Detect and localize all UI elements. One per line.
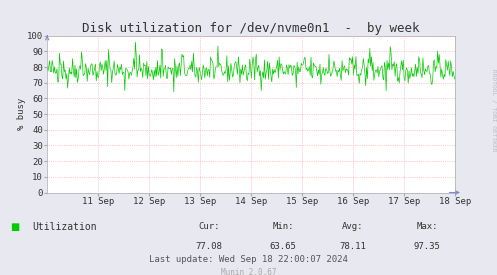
- Text: 78.11: 78.11: [339, 242, 366, 251]
- Text: Avg:: Avg:: [342, 222, 364, 231]
- Text: 97.35: 97.35: [414, 242, 441, 251]
- Text: 77.08: 77.08: [195, 242, 222, 251]
- Text: RRDTOOL / TOBI OETIKER: RRDTOOL / TOBI OETIKER: [491, 69, 496, 151]
- Text: Min:: Min:: [272, 222, 294, 231]
- Text: Last update: Wed Sep 18 22:00:07 2024: Last update: Wed Sep 18 22:00:07 2024: [149, 255, 348, 264]
- Text: Utilization: Utilization: [32, 222, 97, 232]
- Text: Munin 2.0.67: Munin 2.0.67: [221, 268, 276, 275]
- Text: ■: ■: [10, 222, 19, 232]
- Y-axis label: % busy: % busy: [16, 98, 25, 130]
- Text: 63.65: 63.65: [270, 242, 297, 251]
- Text: Cur:: Cur:: [198, 222, 220, 231]
- Title: Disk utilization for /dev/nvme0n1  -  by week: Disk utilization for /dev/nvme0n1 - by w…: [82, 21, 420, 35]
- Text: Max:: Max:: [416, 222, 438, 231]
